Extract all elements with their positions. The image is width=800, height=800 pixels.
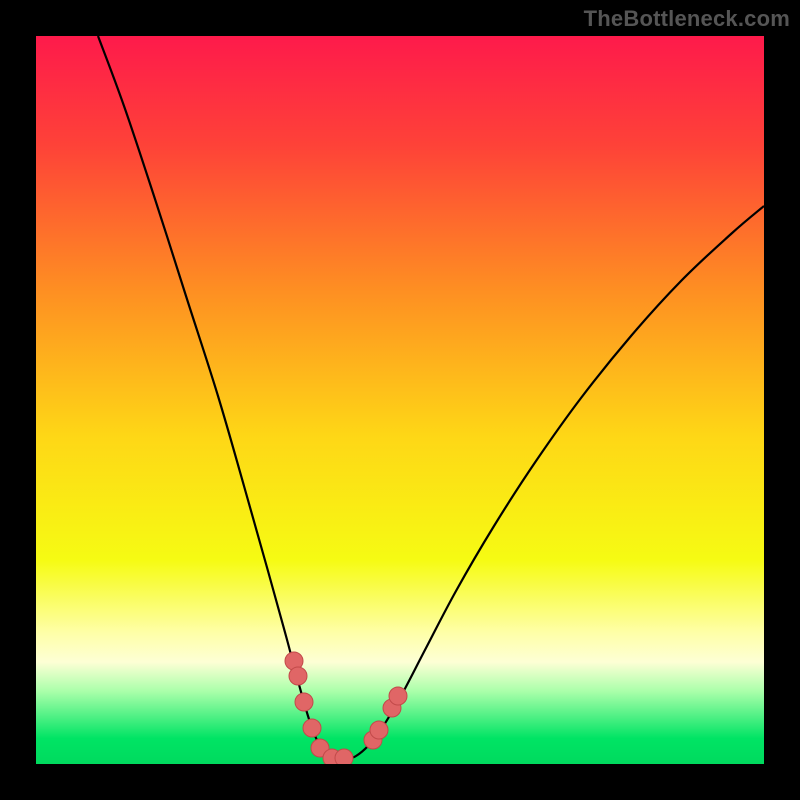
heatmap-background xyxy=(36,36,764,764)
data-marker xyxy=(303,719,321,737)
data-marker xyxy=(289,667,307,685)
data-marker xyxy=(389,687,407,705)
data-marker xyxy=(295,693,313,711)
data-marker xyxy=(335,749,353,764)
plot-svg xyxy=(36,36,764,764)
plot-area xyxy=(36,36,764,764)
chart-frame: TheBottleneck.com xyxy=(0,0,800,800)
watermark-text: TheBottleneck.com xyxy=(584,6,790,32)
data-marker xyxy=(370,721,388,739)
